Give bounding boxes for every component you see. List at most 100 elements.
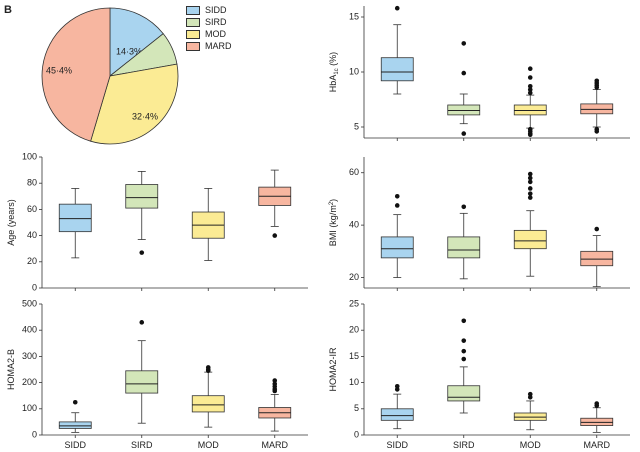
outlier-sidd [394,203,400,208]
box-sidd [380,408,414,421]
outlier-mard [594,403,600,408]
outlier-mod [527,391,533,397]
pie-chart: 14·3%7·9%32·4%45·4% [41,7,179,145]
box-sird [447,385,481,402]
y-axis-label-main: HbA [328,75,338,93]
y-tick-label: 80 [27,178,37,188]
outlier-sidd [394,387,400,392]
box-sird [125,184,159,209]
legend-label-sidd: SIDD [205,5,227,15]
legend-swatch-mod [186,29,200,39]
y-tick-label: 40 [349,219,359,229]
y-tick-label: 5 [354,403,359,413]
outlier-sidd [72,399,78,405]
legend-swatch-sidd [186,5,200,15]
pie-slice-mard [41,7,111,142]
pie-label-mard: 45·4% [46,65,72,75]
x-tick-label: MOD [520,440,541,450]
outlier-sird [139,250,145,255]
y-axis-label-main: HOMA2-IR [328,347,338,392]
outlier-mod [527,84,533,89]
outlier-mard [272,388,278,394]
y-axis-label: HOMA2-IR [328,347,338,392]
outlier-mod [527,87,533,92]
box-sird [447,236,481,259]
x-tick-label: SIDD [64,440,86,450]
pie-label-sidd: 14·3% [116,46,142,56]
box-sird [447,104,481,116]
outlier-sird [461,356,467,362]
box-chart-hba1c: 5 10 15 HbA1c (%) [328,5,630,141]
y-tick-label: 500 [22,298,37,308]
outlier-sird [461,338,467,343]
outlier-sird [461,70,467,76]
outlier-sird [461,348,467,354]
y-tick-label: 40 [27,230,37,240]
outlier-mod [527,195,533,200]
legend-item-mard: MARD [186,40,232,52]
outlier-sidd [394,5,400,11]
y-tick-label: 60 [27,204,37,214]
y-tick-label: 10 [349,377,359,387]
outlier-mard [594,129,600,134]
x-tick-label: MOD [198,440,219,450]
box-sidd [380,236,414,259]
outlier-mod [527,186,533,191]
y-axis-label-main: Age (years) [6,199,16,246]
y-tick-label: 20 [349,325,359,335]
y-axis-label: Age (years) [6,199,16,246]
legend-item-sidd: SIDD [186,4,232,16]
y-axis-label-rest: ) [328,199,338,202]
outlier-mod [527,191,533,196]
y-tick-label: 300 [22,351,37,361]
box-sidd [58,203,92,233]
outlier-sird [461,318,467,324]
box-chart-bmi: 20 40 60 BMI (kg/m2) [328,157,630,291]
y-tick-label: 0 [32,429,37,439]
panel-label: B [4,4,12,16]
y-tick-label: 25 [349,298,359,308]
outlier-mod [527,75,533,80]
legend-swatch-sird [186,17,200,27]
outlier-mod [527,394,533,400]
y-tick-label: 100 [22,151,37,161]
outlier-mod [527,175,533,181]
y-axis-label: BMI (kg/m2) [328,199,338,246]
box-chart-homair: 0 5 10 15 20 25 HOMA2-IR SIDD SIRD MOD MARD [328,298,630,450]
pie-legend: SIDD SIRD MOD MARD [186,4,232,52]
box-chart-homab: 0 100 200 300 400 500 HOMA2-B SIDD SIRD MOD MARD [6,298,308,450]
box-sird [125,370,159,394]
y-tick-label: 100 [22,403,37,413]
box-mod [513,229,547,250]
outlier-mod [527,90,533,96]
legend-label-mod: MOD [205,29,226,39]
legend-item-mod: MOD [186,28,232,40]
outlier-mard [594,226,600,232]
y-tick-label: 10 [349,66,359,76]
y-axis-label: HbA1c (%) [328,52,340,92]
y-axis-label-main: BMI (kg/m [328,205,338,246]
outlier-mod [527,132,533,137]
box-mod [191,395,225,413]
x-tick-label: SIDD [386,440,408,450]
y-tick-label: 0 [32,282,37,292]
y-tick-label: 5 [354,121,359,131]
pie-slice-sidd [109,7,164,77]
box-chart-age: 0 20 40 60 80 100 Age (years) [6,151,308,292]
legend-label-sird: SIRD [205,17,227,27]
box-mard [580,103,614,115]
y-axis-label-main: HOMA2-B [6,349,16,390]
outlier-sird [461,131,467,136]
y-axis-label: HOMA2-B [6,349,16,390]
outlier-sidd [394,194,400,199]
legend-item-sird: SIRD [186,16,232,28]
box-mard [580,417,614,426]
outlier-mard [272,233,278,238]
x-tick-label: MARD [584,440,611,450]
x-tick-label: SIRD [131,440,153,450]
y-axis-label-sup: 2 [329,201,335,205]
outlier-sidd [394,383,400,389]
pie-slice-mod [90,63,179,145]
legend-label-mard: MARD [205,41,232,51]
legend-swatch-mard [186,41,200,51]
